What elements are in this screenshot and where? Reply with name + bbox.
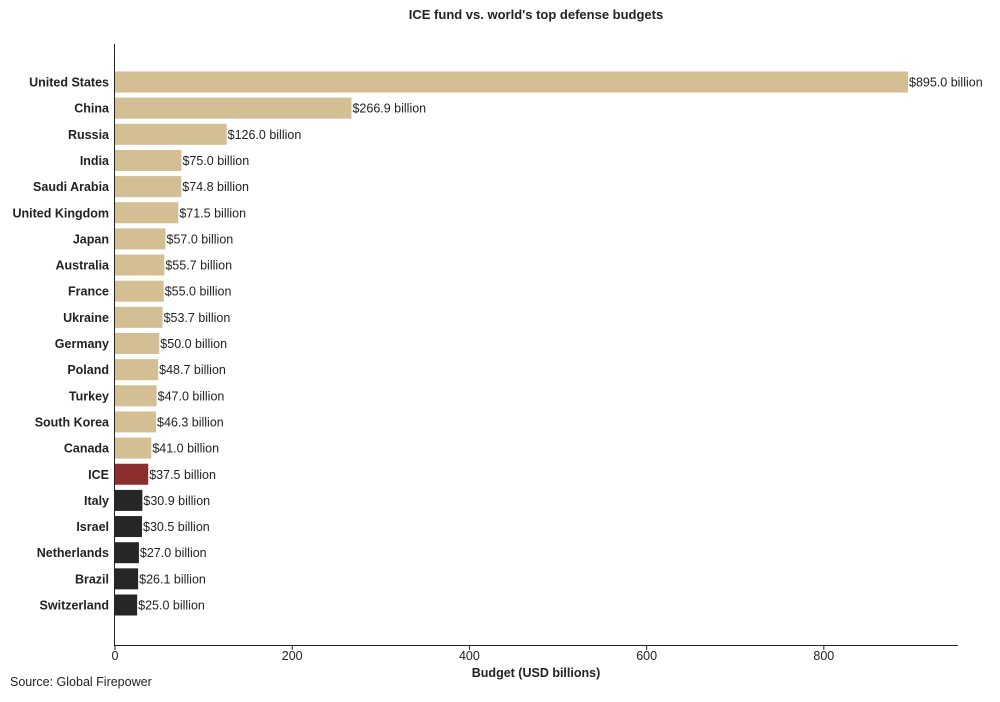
value-label-australia: $55.7 billion [165, 259, 232, 273]
x-tick-label-0: 0 [112, 649, 119, 663]
category-label-italy: Italy [84, 494, 109, 508]
bar-brazil [115, 568, 139, 590]
bar-south-korea [115, 411, 157, 433]
category-label-germany: Germany [55, 337, 109, 351]
value-label-south-korea: $46.3 billion [157, 415, 224, 429]
value-label-ice: $37.5 billion [149, 468, 216, 482]
bar-china [115, 97, 352, 119]
bar-turkey [115, 385, 157, 407]
bar-switzerland [115, 594, 138, 616]
category-label-australia: Australia [56, 259, 111, 273]
category-label-canada: Canada [64, 442, 110, 456]
value-label-israel: $30.5 billion [143, 520, 210, 534]
value-label-ukraine: $53.7 billion [164, 311, 231, 325]
value-labels: $895.0 billion $266.9 billion $126.0 billi… [138, 76, 983, 613]
bar-germany [115, 333, 160, 354]
category-label-france: France [68, 285, 109, 299]
category-label-turkey: Turkey [69, 389, 109, 403]
category-label-netherlands: Netherlands [37, 546, 109, 560]
category-label-united-states: United States [29, 76, 109, 90]
bar-ukraine [115, 306, 163, 328]
bar-italy [115, 489, 143, 511]
value-label-united-kingdom: $71.5 billion [179, 206, 246, 220]
category-label-russia: Russia [68, 128, 110, 142]
category-label-japan: Japan [73, 232, 109, 246]
category-label-saudi-arabia: Saudi Arabia [33, 180, 110, 194]
x-tick-label-600: 600 [636, 649, 657, 663]
category-label-israel: Israel [76, 520, 109, 534]
value-label-brazil: $26.1 billion [139, 572, 206, 586]
bar-france [115, 280, 164, 302]
value-label-saudi-arabia: $74.8 billion [182, 180, 249, 194]
bar-india [115, 149, 182, 171]
category-label-brazil: Brazil [75, 572, 109, 586]
category-labels: United States China Russia India Saudi Arabi… [12, 76, 110, 613]
value-label-poland: $48.7 billion [159, 363, 226, 377]
bar-united-states [115, 71, 908, 93]
bar-australia [115, 254, 165, 276]
value-label-france: $55.0 billion [165, 285, 232, 299]
bar-japan [115, 228, 166, 250]
value-label-india: $75.0 billion [182, 154, 249, 168]
category-label-poland: Poland [67, 363, 109, 377]
value-label-china: $266.9 billion [352, 102, 426, 116]
x-ticks: 0 200 400 600 800 [112, 645, 834, 663]
bar-poland [115, 359, 159, 381]
bar-united-kingdom [115, 202, 179, 224]
value-label-turkey: $47.0 billion [158, 389, 225, 403]
bar-israel [115, 516, 143, 538]
category-label-south-korea: South Korea [35, 415, 110, 429]
category-label-ukraine: Ukraine [63, 311, 109, 325]
bars-layer [115, 71, 908, 616]
source-note: Source: Global Firepower [10, 675, 152, 689]
value-label-united-states: $895.0 billion [909, 76, 983, 90]
value-label-japan: $57.0 billion [167, 232, 234, 246]
category-label-united-kingdom: United Kingdom [12, 206, 109, 220]
category-label-ice: ICE [88, 468, 109, 482]
value-label-germany: $50.0 billion [160, 337, 227, 351]
value-label-canada: $41.0 billion [152, 442, 219, 456]
x-axis-title: Budget (USD billions) [472, 666, 600, 680]
value-label-italy: $30.9 billion [143, 494, 210, 508]
bar-canada [115, 437, 152, 459]
category-label-china: China [74, 102, 110, 116]
value-label-russia: $126.0 billion [228, 128, 302, 142]
category-label-india: India [80, 154, 110, 168]
bar-saudi-arabia [115, 176, 182, 198]
x-tick-label-800: 800 [813, 649, 834, 663]
chart-title: ICE fund vs. world's top defense budgets [409, 7, 663, 22]
value-label-netherlands: $27.0 billion [140, 546, 207, 560]
x-tick-label-400: 400 [459, 649, 480, 663]
bar-russia [115, 123, 227, 145]
bar-ice [115, 463, 149, 485]
x-tick-label-200: 200 [282, 649, 303, 663]
category-label-switzerland: Switzerland [40, 599, 109, 613]
value-label-switzerland: $25.0 billion [138, 599, 205, 613]
bar-netherlands [115, 542, 139, 564]
